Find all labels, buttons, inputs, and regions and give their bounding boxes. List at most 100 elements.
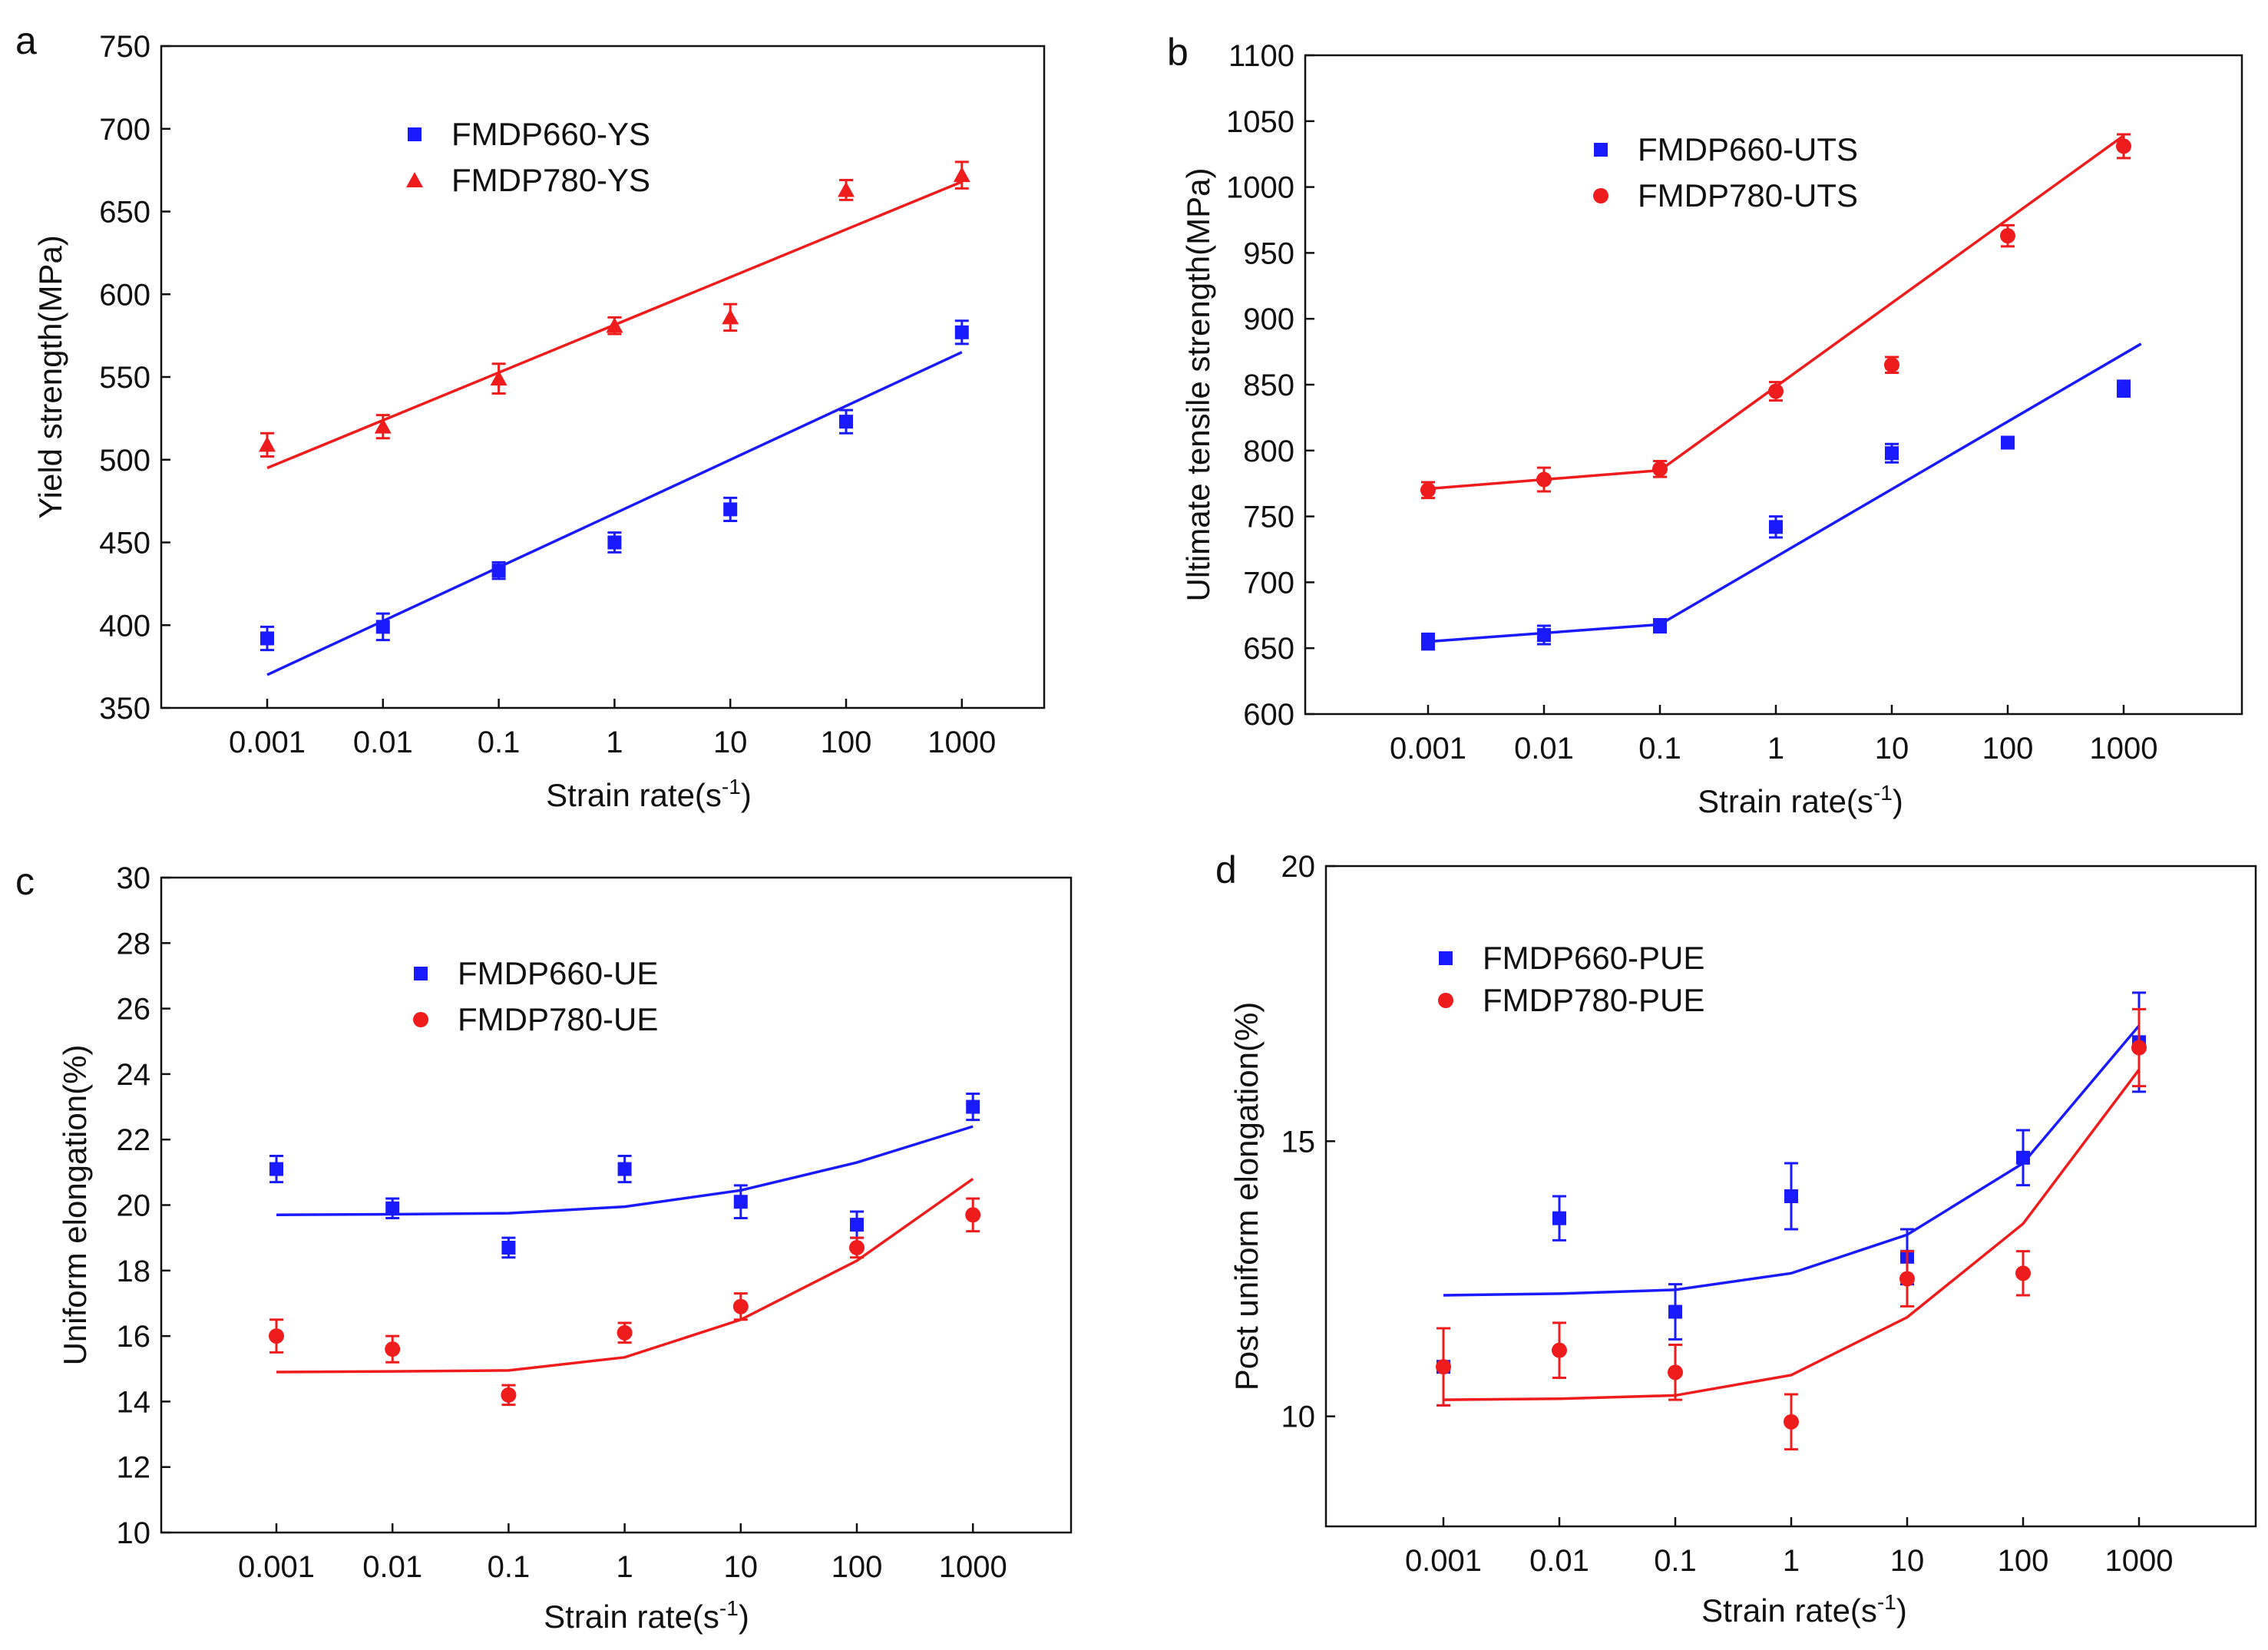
y-tick-label: 20 [1281, 850, 1316, 884]
legend-label: FMDP660-UTS [1638, 131, 1858, 167]
y-tick-label: 700 [99, 113, 150, 147]
x-tick-label: 1000 [2105, 1544, 2174, 1578]
x-tick-label: 0.001 [1390, 732, 1466, 765]
data-point [259, 436, 276, 452]
fit-line [1427, 342, 2142, 643]
x-tick-label: 10 [724, 1550, 759, 1584]
data-point [2001, 435, 2015, 450]
fit-line [276, 1177, 974, 1374]
y-tick-label: 950 [1243, 236, 1294, 270]
y-tick-label: 16 [117, 1320, 151, 1354]
y-axis-title: Yield strength(MPa) [32, 235, 68, 519]
y-tick-label: 600 [99, 278, 150, 312]
x-tick-label: 100 [1982, 732, 2034, 765]
data-point [1899, 1271, 1915, 1287]
fit-line [1443, 1069, 2141, 1401]
data-point [501, 1387, 517, 1403]
panel-a: a 350 400 450 500 550 600 650 700 750 0.001 0.01 0.1… [15, 19, 1046, 813]
legend-label: FMDP660-PUE [1483, 940, 1704, 976]
data-point [2116, 138, 2131, 154]
x-tick-label: 0.001 [238, 1550, 315, 1584]
data-point [374, 418, 392, 434]
data-point [501, 1240, 516, 1255]
x-tick-label: 0.01 [1514, 732, 1574, 765]
data-point [733, 1195, 748, 1209]
y-tick-label: 350 [99, 692, 150, 726]
data-point [606, 317, 623, 333]
y-tick-label: 14 [117, 1385, 151, 1419]
x-tick-label: 1 [606, 726, 623, 759]
data-point [2131, 1040, 2147, 1056]
x-tick-label: 0.1 [1654, 1544, 1697, 1578]
panel-d: d 10 15 20 0.001 0.01 0.1 1 10 100 1000 Strain rate… [1215, 848, 2257, 1629]
legend-item: FMDP780-UE [413, 1001, 658, 1037]
x-tick-label: 1 [1767, 732, 1784, 765]
series-FMDP780-UTS [1420, 133, 2131, 500]
data-point [954, 325, 969, 339]
data-point [1668, 1364, 1683, 1381]
x-tick-label: 0.1 [478, 726, 521, 759]
x-tick-label: 0.1 [488, 1550, 531, 1584]
x-tick-label: 0.01 [362, 1550, 422, 1584]
legend-marker [414, 967, 428, 980]
data-point [2016, 1150, 2030, 1165]
data-point [1884, 357, 1899, 373]
y-tick-label: 750 [1243, 501, 1294, 534]
y-tick-label: 450 [99, 527, 150, 560]
y-tick-label: 400 [99, 609, 150, 643]
series-FMDP660-UTS [1421, 342, 2142, 651]
legend-marker [1594, 143, 1608, 157]
data-point [269, 1162, 283, 1176]
data-point [965, 1207, 981, 1223]
series-FMDP780-UE [269, 1177, 981, 1407]
y-tick-label: 600 [1243, 698, 1294, 732]
y-tick-label: 24 [117, 1058, 151, 1092]
x-tick-label: 0.001 [1405, 1544, 1482, 1578]
data-point [1552, 1342, 1567, 1358]
y-tick-label: 650 [99, 196, 150, 230]
x-axis-title: Strain rate(s-1) [544, 1596, 749, 1635]
x-tick-label: 1000 [2090, 732, 2158, 765]
x-tick-label: 1 [616, 1550, 633, 1584]
data-point [1420, 482, 1436, 498]
y-axis-title: Uniform elongation(%) [57, 1045, 93, 1366]
x-axis-title: Strain rate(s-1) [1701, 1590, 1907, 1629]
legend-marker [1593, 188, 1608, 203]
x-tick-label: 1000 [927, 726, 996, 759]
y-tick-label: 850 [1243, 369, 1294, 402]
data-point [2015, 1265, 2031, 1281]
y-tick-label: 28 [117, 927, 151, 961]
y-tick-label: 500 [99, 444, 150, 478]
legend-marker [1439, 951, 1453, 965]
y-tick-label: 15 [1281, 1125, 1316, 1159]
series-FMDP660-PUE [1437, 991, 2146, 1407]
x-tick-label: 0.01 [353, 726, 413, 759]
legend-item: FMDP660-UE [414, 955, 658, 991]
legend-label: FMDP780-UE [458, 1001, 658, 1037]
x-axis-title: Strain rate(s-1) [546, 775, 752, 813]
data-point [1768, 383, 1784, 399]
data-point [732, 1298, 749, 1314]
x-tick-label: 10 [713, 726, 748, 759]
data-point [849, 1239, 865, 1255]
series-FMDP660-YS [260, 319, 969, 676]
legend-marker [1438, 993, 1453, 1008]
series-FMDP780-YS [259, 160, 970, 470]
data-point [1536, 471, 1552, 488]
x-tick-label: 100 [831, 1550, 883, 1584]
y-tick-label: 22 [117, 1123, 151, 1157]
panel-letter: a [15, 19, 37, 62]
y-tick-label: 18 [117, 1255, 151, 1288]
x-tick-label: 0.1 [1638, 732, 1681, 765]
x-tick-label: 1000 [939, 1550, 1007, 1584]
panel-b: b6006507007508008509009501000105011000.0… [1167, 31, 2243, 819]
series-FMDP780-PUE [1436, 1007, 2147, 1451]
panel-c: c 10 12 14 16 18 20 22 24 26 28 30 0.001 0.01 0.1 1 10 10… [15, 860, 1073, 1635]
data-point [1652, 461, 1668, 477]
data-point [839, 415, 853, 429]
legend-item: FMDP660-UTS [1594, 131, 1858, 167]
y-tick-label: 10 [1281, 1400, 1316, 1434]
legend-item: FMDP780-YS [406, 162, 650, 198]
y-tick-label: 750 [99, 30, 150, 64]
